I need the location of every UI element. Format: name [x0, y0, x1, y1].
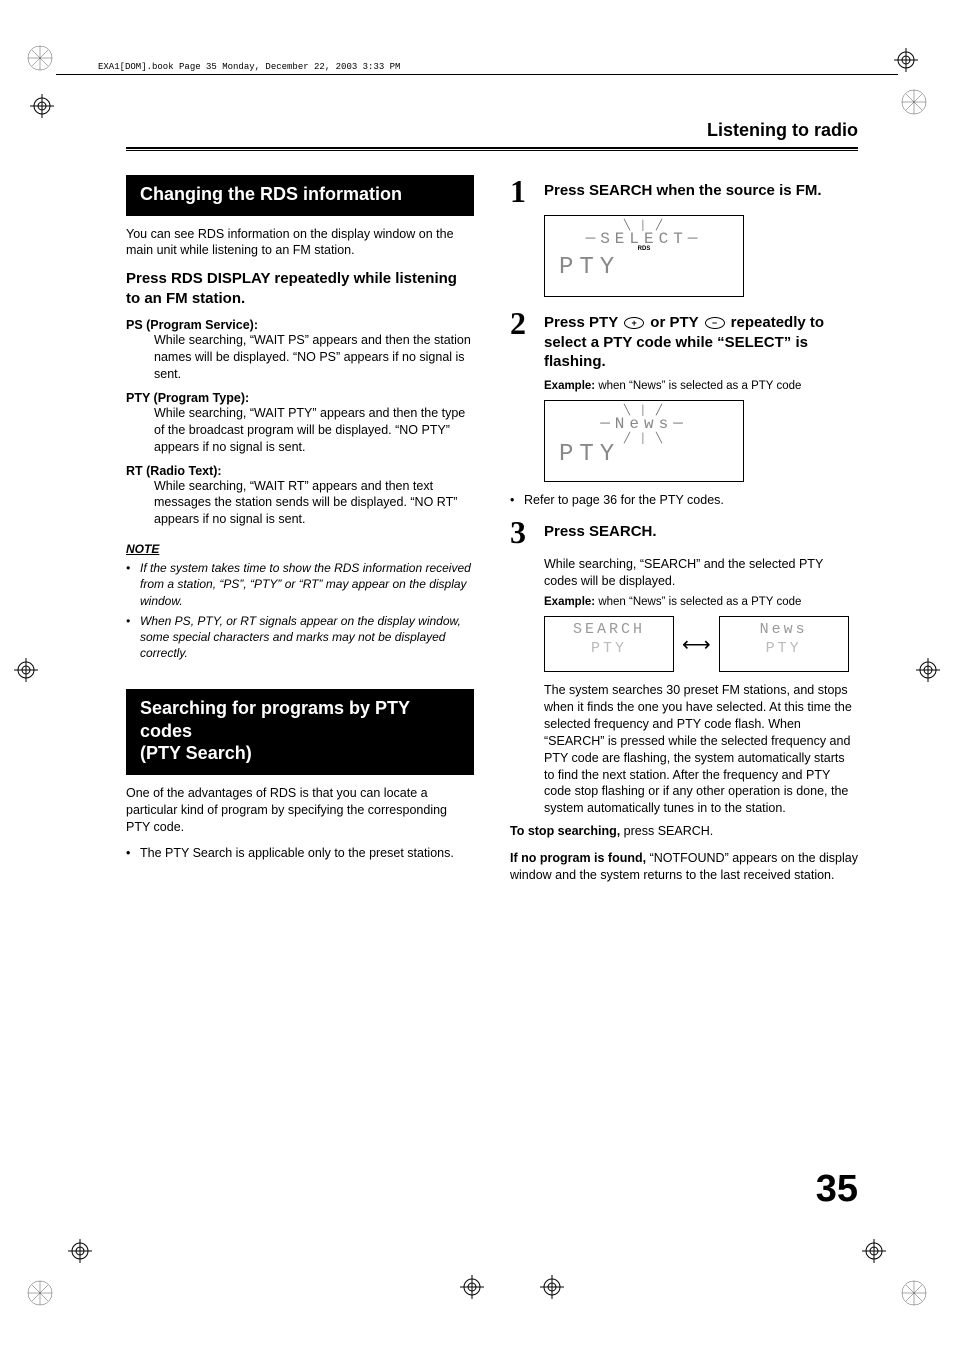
- print-mark-crosshair: [14, 658, 38, 682]
- header-rule-top: [56, 74, 898, 75]
- bullet-item: • Refer to page 36 for the PTY codes.: [510, 492, 858, 509]
- step-3: 3 Press SEARCH.: [510, 516, 858, 548]
- step-number: 2: [510, 307, 534, 372]
- display-line2: PTY: [553, 254, 735, 281]
- example-line: Example: when “News” is selected as a PT…: [544, 380, 858, 392]
- step-heading: Press SEARCH.: [544, 516, 657, 548]
- example-text: when “News” is selected as a PTY code: [595, 596, 801, 608]
- print-mark-crosshair: [540, 1275, 564, 1299]
- step-1: 1 Press SEARCH when the source is FM.: [510, 175, 858, 207]
- page-number: 35: [816, 1168, 858, 1211]
- right-column: 1 Press SEARCH when the source is FM. ╲ …: [510, 175, 858, 894]
- note-text: If the system takes time to show the RDS…: [140, 560, 474, 609]
- bullet-icon: •: [126, 613, 140, 662]
- display-line1: ─News─: [553, 415, 735, 433]
- double-arrow-icon: ⟷: [682, 632, 711, 657]
- display-line1: SEARCH: [545, 621, 673, 638]
- print-mark-crosshair: [30, 94, 54, 118]
- definition-list: PS (Program Service): While searching, “…: [126, 318, 474, 528]
- not-found: If no program is found, “NOTFOUND” appea…: [510, 850, 858, 884]
- step-2: 2 Press PTY + or PTY − repeatedly to sel…: [510, 307, 858, 372]
- example-line: Example: when “News” is selected as a PT…: [544, 596, 858, 608]
- print-mark-crosshair: [894, 48, 918, 72]
- step-number: 1: [510, 175, 534, 207]
- display-line1: News: [720, 621, 848, 638]
- step-number: 3: [510, 516, 534, 548]
- intro-text: You can see RDS information on the displ…: [126, 226, 474, 260]
- print-mark-crosshair: [916, 658, 940, 682]
- label-text: press SEARCH.: [620, 824, 713, 838]
- display-line2: PTY: [553, 441, 735, 468]
- display-line2: PTY: [720, 640, 848, 657]
- display-sub: RDS: [553, 246, 735, 252]
- def-desc: While searching, “WAIT RT” appears and t…: [154, 478, 474, 529]
- def-term: RT (Radio Text):: [126, 464, 474, 478]
- section-title: Listening to radio: [126, 120, 858, 147]
- page-content: Listening to radio Changing the RDS info…: [126, 120, 858, 1231]
- file-path: EXA1[DOM].book Page 35 Monday, December …: [98, 62, 400, 72]
- display-line2: PTY: [545, 640, 673, 657]
- print-mark-radial: [24, 1277, 56, 1309]
- bullet-icon: •: [510, 492, 524, 509]
- lcd-display: ╲ │ ╱ ─News─ ╱ │ ╲ PTY: [544, 400, 744, 482]
- heading-pty-search: Searching for programs by PTY codes (PTY…: [126, 689, 474, 775]
- example-text: when “News” is selected as a PTY code: [595, 380, 801, 392]
- display-pair: SEARCH PTY ⟷ News PTY: [544, 616, 858, 672]
- label-bold: If no program is found,: [510, 851, 646, 865]
- note-text: When PS, PTY, or RT signals appear on th…: [140, 613, 474, 662]
- bullet-icon: •: [126, 560, 140, 609]
- pty-intro: One of the advantages of RDS is that you…: [126, 785, 474, 836]
- lcd-display-small: SEARCH PTY: [544, 616, 674, 672]
- bullet-text: Refer to page 36 for the PTY codes.: [524, 492, 724, 509]
- plus-button-icon: +: [624, 317, 644, 329]
- lcd-display-small: News PTY: [719, 616, 849, 672]
- step-body: The system searches 30 preset FM station…: [544, 682, 858, 817]
- bullet-text: The PTY Search is applicable only to the…: [140, 845, 454, 862]
- note-label: NOTE: [126, 542, 474, 556]
- example-label: Example:: [544, 596, 595, 608]
- step-text: Press PTY: [544, 314, 622, 331]
- two-column-layout: Changing the RDS information You can see…: [126, 175, 858, 894]
- heading-rds-info: Changing the RDS information: [126, 175, 474, 216]
- print-mark-radial: [24, 42, 56, 74]
- bullet-icon: •: [126, 845, 140, 862]
- subheading-rds-display: Press RDS DISPLAY repeatedly while liste…: [126, 269, 474, 308]
- bullet-item: • The PTY Search is applicable only to t…: [126, 845, 474, 862]
- def-desc: While searching, “WAIT PTY” appears and …: [154, 405, 474, 456]
- minus-button-icon: −: [705, 317, 725, 329]
- def-term: PS (Program Service):: [126, 318, 474, 332]
- step-heading: Press SEARCH when the source is FM.: [544, 175, 822, 207]
- print-mark-radial: [898, 1277, 930, 1309]
- print-mark-crosshair: [862, 1239, 886, 1263]
- step-text: or PTY: [646, 314, 702, 331]
- print-mark-crosshair: [460, 1275, 484, 1299]
- step-body: While searching, “SEARCH” and the select…: [544, 556, 858, 590]
- note-item: • If the system takes time to show the R…: [126, 560, 474, 609]
- def-desc: While searching, “WAIT PS” appears and t…: [154, 332, 474, 383]
- example-label: Example:: [544, 380, 595, 392]
- print-mark-crosshair: [68, 1239, 92, 1263]
- left-column: Changing the RDS information You can see…: [126, 175, 474, 894]
- stop-searching: To stop searching, press SEARCH.: [510, 823, 858, 840]
- note-item: • When PS, PTY, or RT signals appear on …: [126, 613, 474, 662]
- header-rule: [126, 147, 858, 151]
- lcd-display: ╲ │ ╱ ─SELECT─ RDS PTY: [544, 215, 744, 297]
- step-heading: Press PTY + or PTY − repeatedly to selec…: [544, 307, 858, 372]
- def-term: PTY (Program Type):: [126, 391, 474, 405]
- print-mark-radial: [898, 86, 930, 118]
- label-bold: To stop searching,: [510, 824, 620, 838]
